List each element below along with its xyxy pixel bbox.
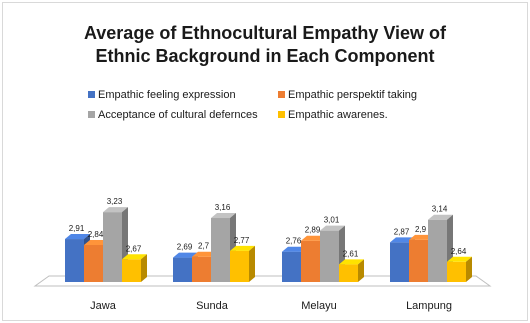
bar-front <box>122 259 141 282</box>
bar-top <box>103 207 128 213</box>
bar-top <box>122 254 147 260</box>
data-label: 2,67 <box>126 244 142 253</box>
data-label: 2,76 <box>286 237 302 246</box>
bar-top <box>65 234 90 240</box>
bar-top <box>447 256 472 262</box>
bar-top <box>192 251 217 257</box>
data-label: 2,9 <box>415 225 427 234</box>
legend-item-acceptance-of-cultural-defernces: Acceptance of cultural defernces <box>88 108 258 122</box>
bar-front <box>65 239 84 282</box>
data-label: 2,64 <box>451 247 467 256</box>
bar <box>230 245 255 282</box>
bar <box>211 213 236 282</box>
bar-top <box>409 234 434 240</box>
data-label: 3,16 <box>215 203 231 212</box>
bar-front <box>103 212 122 282</box>
category-label: Sunda <box>196 300 229 312</box>
bar <box>103 207 128 282</box>
legend-label: Empathic perspektif taking <box>288 89 418 101</box>
bar-top <box>173 252 198 258</box>
data-label: 2,89 <box>305 226 321 235</box>
bar-front <box>192 256 211 282</box>
bar-front <box>339 264 358 282</box>
bar-top <box>282 246 307 252</box>
bar-front <box>320 230 339 282</box>
bar-top <box>230 245 255 251</box>
bar-front <box>428 219 447 282</box>
data-label: 3,01 <box>324 216 340 225</box>
bar-front <box>301 240 320 282</box>
bar <box>447 256 472 282</box>
data-label: 3,23 <box>107 197 123 206</box>
data-label: 2,61 <box>343 249 359 258</box>
legend-swatch <box>278 91 285 98</box>
bar <box>339 259 364 282</box>
legend-label: Empathic feeling expression <box>98 89 236 101</box>
floor <box>33 275 492 287</box>
legend-swatch <box>88 91 95 98</box>
bar-front <box>84 244 103 282</box>
bar-top <box>211 213 236 219</box>
bar-front <box>390 242 409 282</box>
legend-item-empathic-feeling-expression: Empathic feeling expression <box>88 88 236 102</box>
bar-side <box>141 254 147 282</box>
data-label: 2,69 <box>177 243 193 252</box>
bar-side <box>249 245 255 282</box>
category-label: Melayu <box>301 300 336 312</box>
chart-title-line-1: Average of Ethnocultural Empathy View of <box>83 23 447 43</box>
legend-label: Empathic awarenes. <box>288 109 388 121</box>
category-label: Lampung <box>406 300 452 312</box>
data-label: 2,7 <box>198 242 210 251</box>
bar-top <box>84 239 109 245</box>
bar-front <box>282 251 301 282</box>
bar-front <box>173 257 192 282</box>
bar <box>122 254 147 282</box>
legend-item-empathic-awarenes: Empathic awarenes. <box>278 108 388 122</box>
data-label: 3,14 <box>432 205 448 214</box>
bar-front <box>230 250 249 282</box>
value-labels-layer: 2,912,843,232,67 2,69 2,73,162,77 2,762,893… <box>69 197 467 258</box>
bar-top <box>428 214 453 220</box>
bar-front <box>447 261 466 282</box>
chart-title-line-2: Ethnic Background in Each Component <box>95 46 435 66</box>
bars-layer <box>65 207 472 282</box>
legend-swatch <box>88 111 95 118</box>
bar-top <box>301 235 326 241</box>
bar-top <box>339 259 364 265</box>
legend-item-empathic-perspektif-taking: Empathic perspektif taking <box>278 88 417 102</box>
bar-side <box>466 256 472 282</box>
legend-swatch <box>278 111 285 118</box>
chart-title: Average of Ethnocultural Empathy View of… <box>0 22 530 68</box>
data-label: 2,77 <box>234 236 250 245</box>
data-label: 2,84 <box>88 230 104 239</box>
bar-top <box>390 237 415 243</box>
bar-front <box>409 239 428 282</box>
data-label: 2,91 <box>69 224 85 233</box>
bar-front <box>211 218 230 282</box>
bar-side <box>358 259 364 282</box>
bar-top <box>320 225 345 231</box>
legend-label: Acceptance of cultural defernces <box>98 109 258 121</box>
category-labels-layer: Jawa Sunda Melayu Lampung <box>90 300 452 312</box>
data-label: 2,87 <box>394 227 410 236</box>
category-label: Jawa <box>90 300 117 312</box>
